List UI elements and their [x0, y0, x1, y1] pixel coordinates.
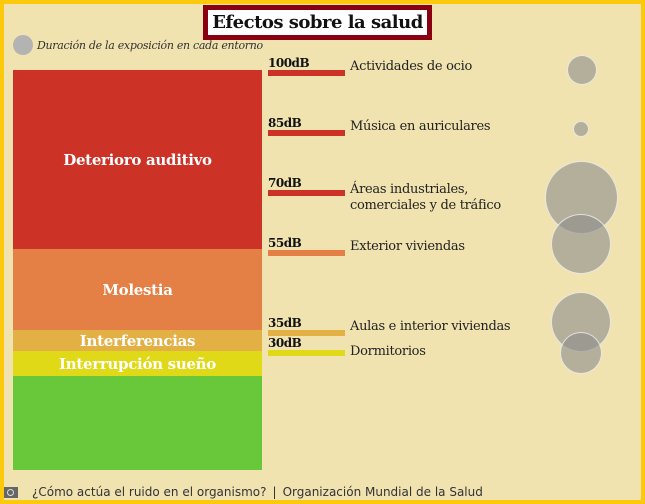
- db-value: 70dB: [268, 176, 302, 190]
- level-label-line: comerciales y de tráfico: [350, 198, 501, 213]
- level-label: Aulas e interior viviendas: [350, 319, 511, 334]
- band-deterioro-auditivo: Deterioro auditivo: [13, 70, 262, 249]
- legend: Duración de la exposición en cada entorn…: [13, 35, 263, 55]
- band-label: Deterioro auditivo: [63, 150, 212, 169]
- chart-title: Efectos sobre la salud: [212, 12, 423, 33]
- level-label: Áreas industriales, comerciales y de tráf…: [350, 182, 530, 214]
- db-value: 30dB: [268, 336, 302, 350]
- gray-circle-icon: [13, 35, 33, 55]
- footer-separator: |: [272, 485, 277, 499]
- band-interferencias: Interferencias: [13, 330, 262, 351]
- legend-label: Duración de la exposición en cada entorn…: [37, 38, 263, 52]
- footer-source: Organización Mundial de la Salud: [282, 485, 483, 499]
- band-interrupcion-sueno: Interrupción sueño: [13, 351, 262, 376]
- band-label: Interrupción sueño: [59, 354, 216, 373]
- level-bar: [268, 350, 345, 356]
- footer-link[interactable]: ¿Cómo actúa el ruido en el organismo?: [32, 485, 267, 499]
- level-bar: [268, 130, 345, 136]
- db-value: 35dB: [268, 316, 302, 330]
- db-value: 85dB: [268, 116, 302, 130]
- level-bar: [268, 330, 345, 336]
- level-label: Música en auriculares: [350, 119, 491, 134]
- camera-icon[interactable]: [4, 486, 18, 498]
- footer: ¿Cómo actúa el ruido en el organismo? | …: [4, 485, 483, 499]
- level-label-line: Áreas industriales,: [350, 182, 469, 197]
- exposure-bubble-auriculares: [573, 121, 589, 137]
- band-label: Molestia: [102, 280, 173, 299]
- band-molestia: Molestia: [13, 249, 262, 330]
- level-label: Actividades de ocio: [350, 59, 472, 74]
- chart-title-box: Efectos sobre la salud: [203, 5, 432, 40]
- exposure-bubble-dormitorios: [560, 332, 602, 374]
- band-safe: [13, 376, 262, 470]
- level-label: Dormitorios: [350, 344, 426, 359]
- level-bar: [268, 70, 345, 76]
- exposure-bubble-ocio: [567, 55, 597, 85]
- level-bar: [268, 190, 345, 196]
- db-value: 55dB: [268, 236, 302, 250]
- db-value: 100dB: [268, 56, 310, 70]
- level-label: Exterior viviendas: [350, 239, 465, 254]
- band-label: Interferencias: [79, 331, 196, 350]
- level-bar: [268, 250, 345, 256]
- exposure-bubble-exterior: [551, 214, 611, 274]
